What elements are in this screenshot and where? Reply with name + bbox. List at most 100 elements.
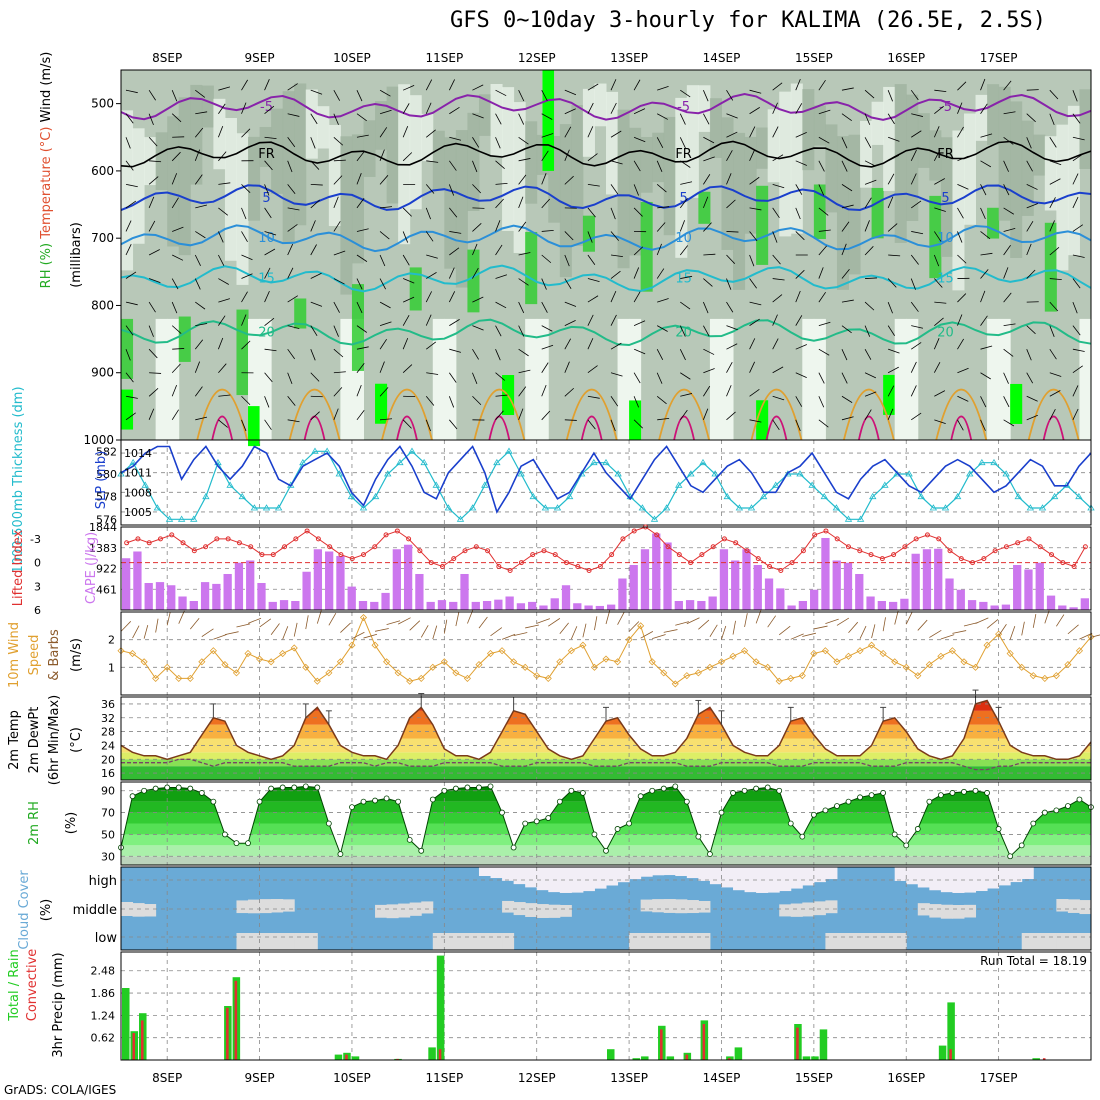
pressure-tick-label: 500 bbox=[91, 97, 114, 111]
cape-bar bbox=[167, 585, 176, 610]
wind-barb bbox=[703, 222, 712, 232]
wind-barb-10m bbox=[409, 620, 421, 631]
wind-barb bbox=[402, 296, 415, 303]
rh-shade bbox=[860, 120, 873, 188]
cape-tick-label: 922 bbox=[96, 563, 117, 576]
rh-point bbox=[626, 820, 632, 827]
wind-barb bbox=[864, 391, 877, 397]
wind-barb bbox=[495, 89, 507, 97]
wind-barb bbox=[980, 419, 986, 431]
wind-barb bbox=[911, 113, 923, 117]
wind-barb bbox=[172, 254, 184, 261]
rh-shade bbox=[790, 83, 803, 234]
isotherm-label: 10 bbox=[937, 231, 954, 246]
cape-bar bbox=[798, 600, 808, 610]
wind-barb bbox=[264, 267, 271, 279]
wind-barb bbox=[425, 231, 434, 242]
wind-barb bbox=[795, 344, 807, 350]
li-point bbox=[259, 552, 265, 558]
hot-contour bbox=[580, 415, 603, 441]
wind-barb bbox=[795, 290, 801, 303]
wind-barb bbox=[1026, 89, 1039, 91]
wind-barb bbox=[1049, 246, 1060, 256]
wind-barb bbox=[541, 254, 552, 264]
wind-barb bbox=[957, 314, 963, 326]
thickness-point bbox=[820, 492, 828, 500]
wind-barb-10m bbox=[247, 617, 262, 624]
wind-barb bbox=[195, 301, 206, 310]
wind-barb bbox=[356, 134, 369, 138]
wind-barb bbox=[264, 184, 270, 196]
cloud-high-gap bbox=[675, 867, 688, 877]
thickness-point bbox=[493, 458, 501, 466]
thickness-point bbox=[650, 515, 659, 522]
cloud-high-gap bbox=[825, 867, 838, 880]
li-point bbox=[383, 532, 389, 538]
wind-barb bbox=[864, 348, 872, 360]
wind-barb bbox=[518, 221, 527, 232]
rh-saturated-shade bbox=[756, 400, 769, 441]
wind-barb bbox=[726, 89, 734, 101]
rh-moist-shade bbox=[178, 316, 191, 362]
wind-barb bbox=[933, 126, 940, 138]
wind-barb bbox=[957, 126, 964, 138]
cloud-high-gap bbox=[478, 867, 492, 876]
wind-barb bbox=[818, 184, 825, 196]
wind-barb bbox=[795, 231, 805, 241]
rh-dry-column bbox=[802, 318, 815, 440]
rh-moist-shade bbox=[756, 185, 769, 265]
rh-band bbox=[121, 823, 1091, 835]
rh-shade bbox=[444, 137, 457, 269]
wind-barb bbox=[910, 149, 917, 161]
cloud-low-gap bbox=[836, 933, 849, 950]
wind-barb bbox=[402, 364, 413, 374]
rh-point bbox=[383, 795, 390, 802]
wind-barb bbox=[195, 323, 208, 327]
cape-bar bbox=[1001, 604, 1011, 610]
thickness-point bbox=[177, 515, 186, 522]
wind-tick-label: 1 bbox=[108, 661, 115, 674]
pressure-tick-label: 900 bbox=[91, 366, 114, 380]
rh-dry-column bbox=[525, 318, 538, 440]
cloud-mid-gap bbox=[386, 904, 399, 919]
li-point bbox=[834, 536, 840, 542]
wind-barb bbox=[656, 184, 667, 193]
wind-barb bbox=[310, 183, 323, 186]
wind10-ylabel-3: & Barbs bbox=[47, 629, 62, 681]
pressure-tick-label: 1000 bbox=[83, 433, 114, 447]
wind-barb bbox=[910, 385, 917, 397]
wind-barb-10m bbox=[859, 625, 867, 639]
wind-barb bbox=[980, 315, 988, 326]
cloud-high-gap bbox=[940, 867, 953, 893]
wind-barb bbox=[125, 349, 131, 361]
wind-barb bbox=[379, 109, 392, 115]
li-point bbox=[609, 552, 615, 558]
wind-barb bbox=[194, 278, 201, 290]
cape-bar bbox=[764, 578, 774, 610]
rh-dry-column bbox=[444, 318, 457, 440]
wind-speed-point bbox=[798, 672, 806, 680]
wind-speed-point bbox=[821, 647, 829, 655]
cape-bar bbox=[279, 600, 289, 610]
wind-barb bbox=[703, 348, 715, 355]
wind-barb bbox=[887, 173, 895, 185]
wind-barb bbox=[518, 348, 529, 357]
isotherm-label: 15 bbox=[937, 272, 954, 287]
wind-speed-point bbox=[348, 641, 356, 649]
wind-barb bbox=[171, 113, 182, 123]
cape-tick-label: 1383 bbox=[89, 542, 117, 555]
wind-barb bbox=[1026, 137, 1032, 149]
thickness-point bbox=[165, 515, 174, 522]
wind-barb bbox=[610, 372, 623, 377]
wind-speed-point bbox=[394, 669, 402, 677]
bottom-date-label: 16SEP bbox=[887, 1071, 925, 1085]
wind-barb bbox=[772, 183, 785, 189]
wind-barb bbox=[1049, 89, 1059, 100]
wind-barb bbox=[1003, 267, 1009, 279]
wind-barb bbox=[125, 412, 136, 421]
precip-convective-bar bbox=[226, 1007, 229, 1060]
wind-barb bbox=[218, 394, 231, 397]
cape-bar bbox=[291, 600, 300, 610]
cloud-high-gap bbox=[594, 867, 607, 889]
wind-barb bbox=[1003, 207, 1015, 215]
